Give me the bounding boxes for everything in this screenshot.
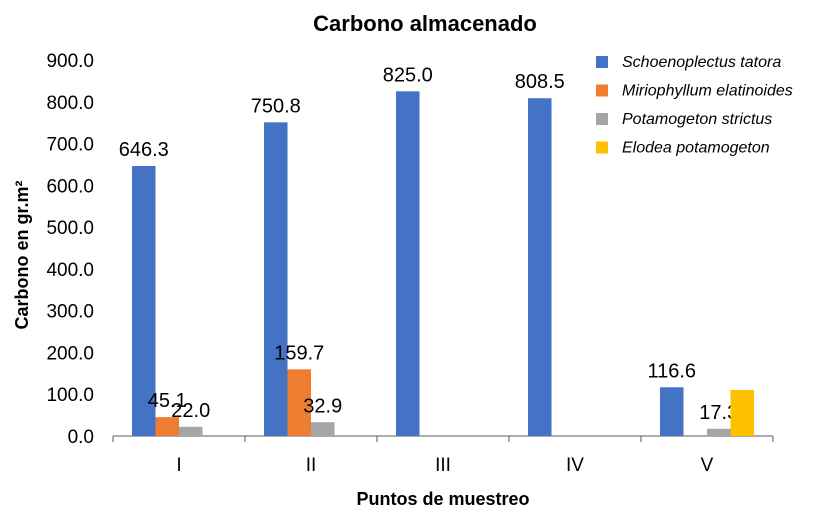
- y-tick-label: 200.0: [46, 343, 94, 364]
- bar: [155, 417, 179, 436]
- x-tick-label: I: [176, 455, 181, 476]
- x-tick-label: II: [306, 455, 317, 476]
- bar: [179, 426, 203, 436]
- legend-label: Potamogeton strictus: [622, 111, 772, 128]
- y-tick-label: 300.0: [46, 302, 94, 323]
- y-tick-label: 100.0: [46, 385, 94, 406]
- legend-label: Schoenoplectus tatora: [622, 54, 781, 71]
- y-tick-label: 0.0: [68, 427, 94, 448]
- y-tick-label: 900.0: [46, 51, 94, 72]
- legend: Schoenoplectus tatora Miriophyllum elatin…: [596, 54, 793, 157]
- y-tick-label: 600.0: [46, 176, 94, 197]
- bar: [311, 422, 335, 436]
- x-tick-label: IV: [566, 455, 584, 476]
- legend-swatch: [596, 56, 608, 68]
- legend-swatch: [596, 84, 608, 97]
- data-label: 45.1: [148, 390, 187, 412]
- legend-swatch: [596, 141, 608, 154]
- y-tick-label: 400.0: [46, 260, 94, 281]
- data-label: 159.7: [274, 342, 324, 364]
- x-tick-label: III: [435, 455, 451, 476]
- y-tick-label: 500.0: [46, 218, 94, 239]
- legend-swatch: [596, 113, 608, 125]
- y-axis-title: Carbono en gr.m²: [12, 180, 32, 329]
- bar: [264, 122, 288, 436]
- y-tick-label: 700.0: [46, 135, 94, 156]
- bar: [287, 369, 311, 436]
- data-label: 750.8: [251, 95, 301, 117]
- x-tick-label: V: [701, 455, 714, 476]
- data-label: 808.5: [515, 71, 565, 93]
- data-label: 116.6: [647, 360, 696, 382]
- data-label: 646.3: [119, 139, 169, 161]
- bar: [528, 98, 552, 436]
- x-axis-title: Puntos de muestreo: [356, 489, 529, 509]
- data-label: 32.9: [303, 395, 342, 417]
- bar: [707, 428, 731, 436]
- bar: [660, 387, 684, 436]
- legend-label: Miriophyllum elatinoides: [622, 83, 793, 100]
- data-label: 17.3: [699, 402, 738, 424]
- data-label: 825.0: [383, 64, 433, 86]
- bar: [730, 390, 754, 436]
- y-tick-label: 800.0: [46, 93, 94, 114]
- plot-area: 0.0 100.0 200.0 300.0 400.0 500.0 600.0 700.0 80…: [46, 51, 774, 476]
- chart-title: Carbono almacenado: [313, 11, 537, 36]
- bar: [396, 91, 420, 436]
- bar: [132, 165, 156, 436]
- legend-label: Elodea potamogeton: [622, 140, 770, 157]
- data-label: 22.0: [171, 400, 210, 422]
